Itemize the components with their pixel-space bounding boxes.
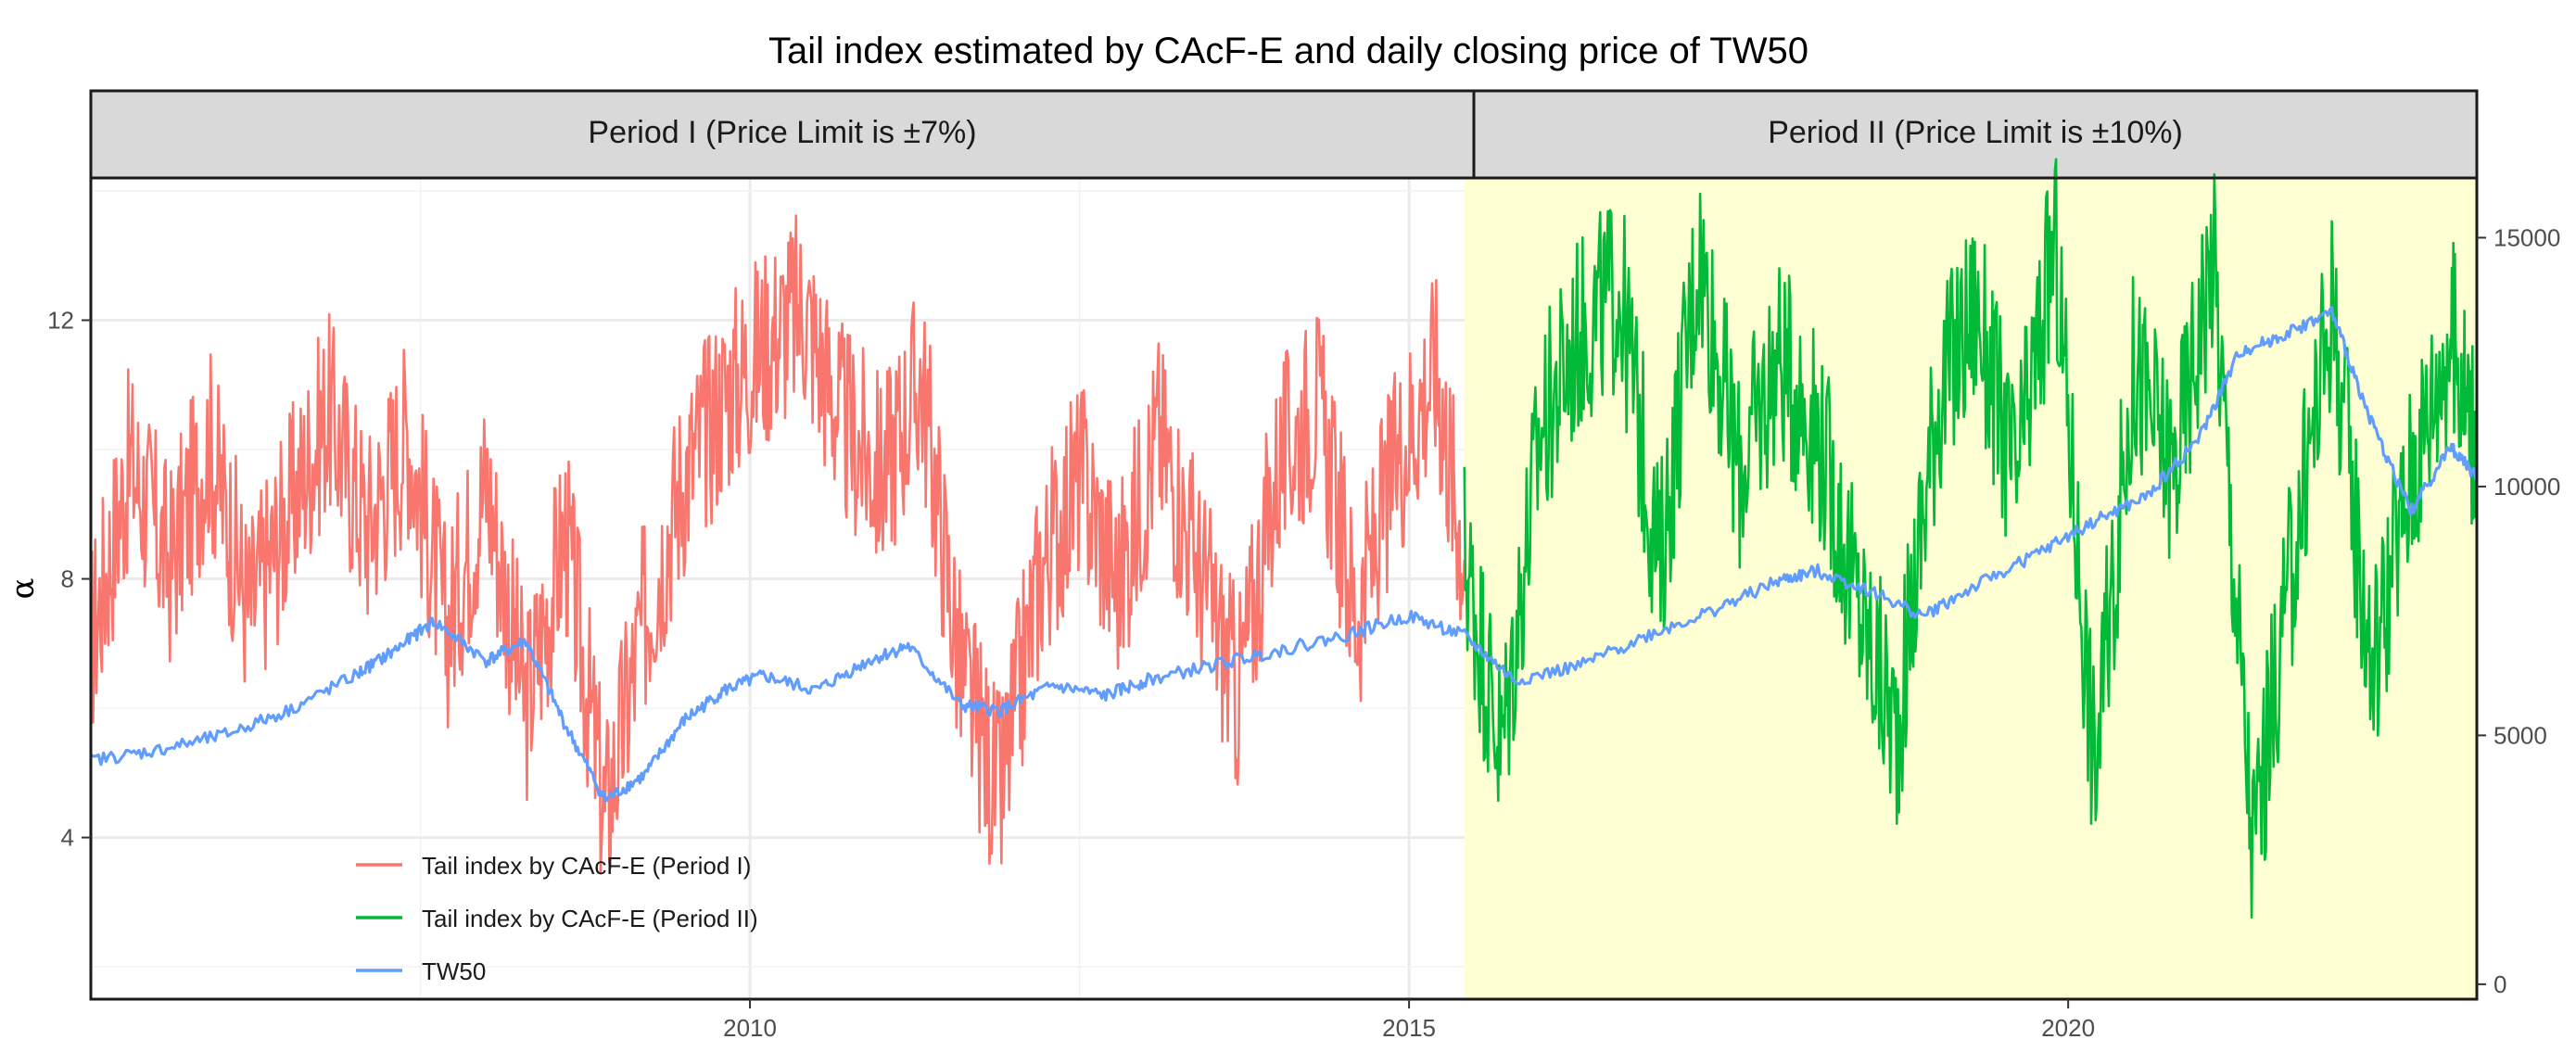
x-tick-label: 2020 (2041, 1014, 2095, 1042)
y2-tick-label: 10000 (2494, 473, 2560, 501)
series-line-tail-index-by-cacf-e-period-ii (1463, 158, 2479, 919)
y-tick-label: 4 (61, 824, 74, 852)
y2-tick-label: 15000 (2494, 223, 2560, 251)
axes: 2010 2015 2020 4 8 12 0 5000 10000 15000 (47, 91, 2560, 1042)
series-line-tw50 (90, 306, 2479, 803)
facet-label-period-1: Period I (Price Limit is ±7%) (588, 115, 976, 150)
y2-tick-label: 0 (2494, 970, 2506, 998)
facet-strip-period-2 (1472, 89, 2479, 180)
panel-border (89, 176, 2479, 1001)
y-tick-label: 8 (61, 565, 74, 593)
x-tick-label: 2015 (1382, 1014, 1436, 1042)
legend-label-period-1: Tail index by CAcF-E (Period I) (422, 852, 751, 880)
legend: Tail index by CAcF-E (Period I) Tail ind… (356, 852, 758, 985)
series-layer (89, 158, 2479, 919)
y-tick-label: 12 (47, 306, 74, 334)
series-line-tail-index-by-cacf-e-period-i (89, 214, 1466, 875)
x-tick-label: 2010 (723, 1014, 777, 1042)
y-axis-title: α (5, 577, 42, 599)
facet-strip-period-1 (89, 89, 1476, 180)
y2-tick-label: 5000 (2494, 721, 2547, 749)
facet-label-period-2: Period II (Price Limit is ±10%) (1768, 115, 2183, 150)
legend-label-tw50: TW50 (422, 957, 486, 985)
chart-title: Tail index estimated by CAcF-E and daily… (768, 31, 1808, 71)
legend-label-period-2: Tail index by CAcF-E (Period II) (422, 905, 758, 932)
